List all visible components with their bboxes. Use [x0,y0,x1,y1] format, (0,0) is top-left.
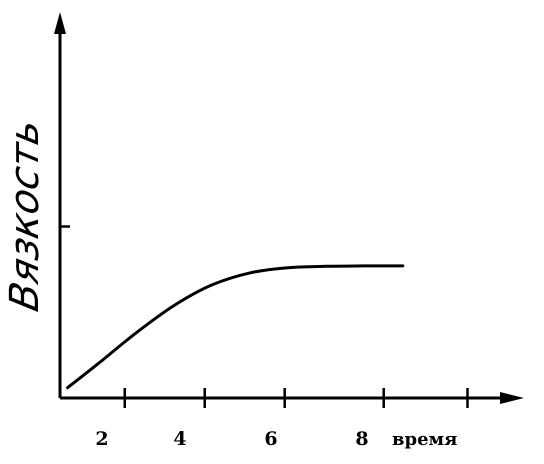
axes [54,12,524,404]
series-layer [66,264,405,390]
x-tick-label: 6 [264,428,277,450]
x-tick-labels: 2 4 6 8 [95,428,368,450]
y-axis-label: Вязкость [0,115,47,315]
x-tick-label: 4 [173,428,186,450]
viscosity-curve [66,264,405,390]
y-axis-arrow [54,12,66,34]
x-axis-label: время [392,429,457,450]
x-axis-arrow [500,392,524,404]
x-tick-label: 2 [95,428,108,450]
x-tick-label: 8 [355,428,368,450]
x-ticks [123,388,469,408]
